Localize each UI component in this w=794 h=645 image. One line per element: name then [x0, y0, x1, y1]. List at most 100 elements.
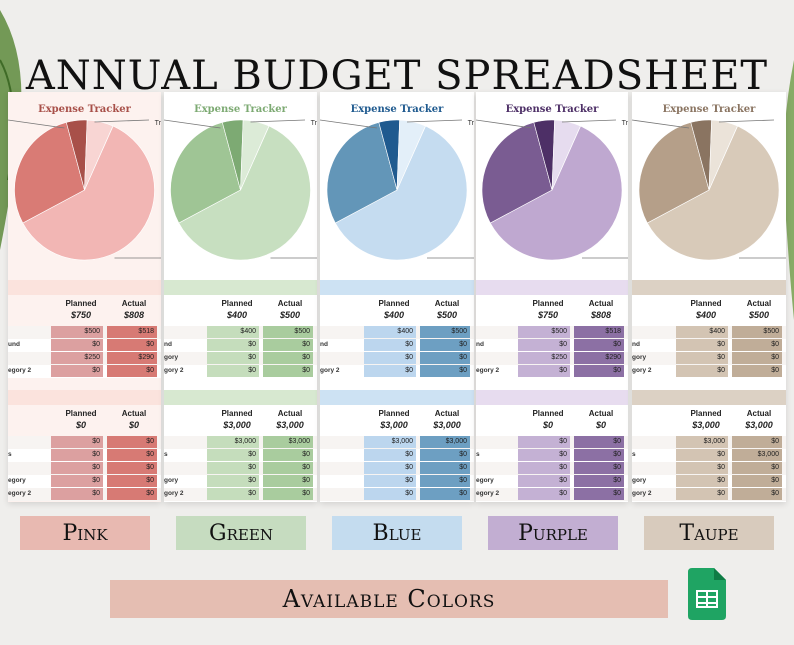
planned-cell: $0 — [518, 339, 570, 351]
table-row: $3,000 $0 — [632, 436, 786, 449]
actual-cell: $0 — [107, 449, 157, 461]
row-label: gory — [164, 477, 179, 484]
card-title: Expense Tracker — [194, 104, 287, 115]
actual-header: Actual $3,000 — [421, 409, 473, 430]
table-row: s $0 $3,000 — [632, 449, 786, 462]
leader-line — [632, 119, 690, 129]
truncated-label: Tr — [310, 120, 317, 127]
actual-cell: $0 — [107, 339, 157, 351]
actual-header: Actual $0 — [108, 409, 160, 430]
actual-cell: $0 — [263, 365, 313, 377]
actual-header: Actual $808 — [575, 299, 627, 320]
actual-cell: $0 — [263, 462, 313, 474]
planned-cell: $0 — [207, 352, 259, 364]
color-swatch-pink: Pink — [20, 516, 150, 550]
table-row: $0 $0 — [320, 488, 474, 501]
planned-cell: $0 — [207, 339, 259, 351]
table-row: $3,000 $3,000 — [320, 436, 474, 449]
planned-cell: $0 — [364, 475, 416, 487]
card-title: Expense Tracker — [662, 104, 756, 115]
actual-total: $500 — [436, 310, 458, 320]
actual-cell: $0 — [107, 462, 157, 474]
planned-header: Planned $3,000 — [680, 409, 732, 430]
planned-cell: $0 — [207, 365, 259, 377]
actual-total: $0 — [128, 420, 139, 430]
expense-pie-chart — [8, 119, 161, 261]
planned-cell: $0 — [676, 365, 728, 377]
planned-cell: $0 — [518, 488, 570, 500]
spreadsheet-preview-blue: Expense Tracker Tr Planned $400 Actual $500 $4… — [320, 92, 474, 502]
planned-label: Planned — [221, 409, 253, 418]
leader-line — [406, 119, 463, 123]
actual-cell: $0 — [574, 436, 624, 448]
actual-cell: $3,000 — [420, 436, 470, 448]
actual-cell: $0 — [420, 462, 470, 474]
color-swatch-blue: Blue — [332, 516, 462, 550]
actual-cell: $0 — [107, 436, 157, 448]
truncated-label: Tr — [467, 120, 474, 127]
planned-header: Planned $0 — [522, 409, 574, 430]
actual-cell: $0 — [420, 365, 470, 377]
planned-cell: $0 — [207, 475, 259, 487]
planned-cell: $0 — [207, 488, 259, 500]
card-title: Expense Tracker — [350, 104, 444, 115]
table-row: $400 $500 — [632, 326, 786, 339]
planned-cell: $0 — [51, 339, 103, 351]
actual-header: Actual $3,000 — [733, 409, 785, 430]
pie-slice — [22, 125, 155, 261]
planned-total: $0 — [542, 420, 553, 430]
planned-total: $400 — [383, 310, 405, 320]
planned-cell: $0 — [518, 365, 570, 377]
planned-header: Planned $0 — [55, 409, 107, 430]
actual-cell: $0 — [420, 488, 470, 500]
table-row: $0 $0 — [164, 462, 317, 475]
pie-slice — [334, 125, 468, 261]
section-band — [632, 390, 786, 405]
table-row: $0 $0 — [632, 462, 786, 475]
pie-slice — [489, 125, 623, 261]
actual-cell: $0 — [574, 475, 624, 487]
actual-cell: $0 — [732, 475, 782, 487]
table-row: $0 $0 — [320, 462, 474, 475]
table-row: nd $0 $0 — [164, 339, 317, 352]
actual-cell: $0 — [574, 462, 624, 474]
table-row: egory $0 $0 — [476, 475, 628, 488]
actual-cell: $0 — [732, 365, 782, 377]
actual-label: Actual — [746, 299, 772, 308]
actual-label: Actual — [434, 299, 460, 308]
planned-total: $3,000 — [692, 420, 720, 430]
truncated-label: Tr — [154, 120, 161, 127]
row-label: s — [476, 451, 480, 458]
row-label: gory 2 — [164, 367, 184, 374]
planned-total: $750 — [70, 310, 92, 320]
table-row: $3,000 $3,000 — [164, 436, 317, 449]
table-row: egory $0 $0 — [8, 475, 161, 488]
table-row: $250 $290 — [476, 352, 628, 365]
planned-cell: $0 — [364, 352, 416, 364]
table-row: s $0 $0 — [164, 449, 317, 462]
planned-total: $3,000 — [380, 420, 408, 430]
planned-cell: $0 — [676, 475, 728, 487]
planned-header: Planned $750 — [55, 299, 107, 320]
planned-cell: $250 — [518, 352, 570, 364]
actual-cell: $0 — [574, 365, 624, 377]
table-row: gory $0 $0 — [632, 352, 786, 365]
planned-label: Planned — [690, 409, 722, 418]
actual-total: $3,000 — [745, 420, 773, 430]
planned-cell: $500 — [51, 326, 103, 338]
table-row: gory 2 $0 $0 — [320, 365, 474, 378]
table-row: $400 $500 — [164, 326, 317, 339]
actual-total: $500 — [279, 310, 301, 320]
color-swatch-taupe: Taupe — [644, 516, 774, 550]
table-row: egory 2 $0 $0 — [8, 488, 161, 501]
actual-label: Actual — [746, 409, 772, 418]
planned-cell: $0 — [364, 339, 416, 351]
table-row: $0 $0 — [320, 449, 474, 462]
actual-cell: $0 — [574, 449, 624, 461]
table-row: gory 2 $0 $0 — [164, 365, 317, 378]
row-label: nd — [164, 341, 172, 348]
row-label: gory 2 — [632, 490, 652, 497]
table-row: nd $0 $0 — [320, 339, 474, 352]
planned-cell: $0 — [364, 365, 416, 377]
table-row: gory 2 $0 $0 — [632, 488, 786, 501]
